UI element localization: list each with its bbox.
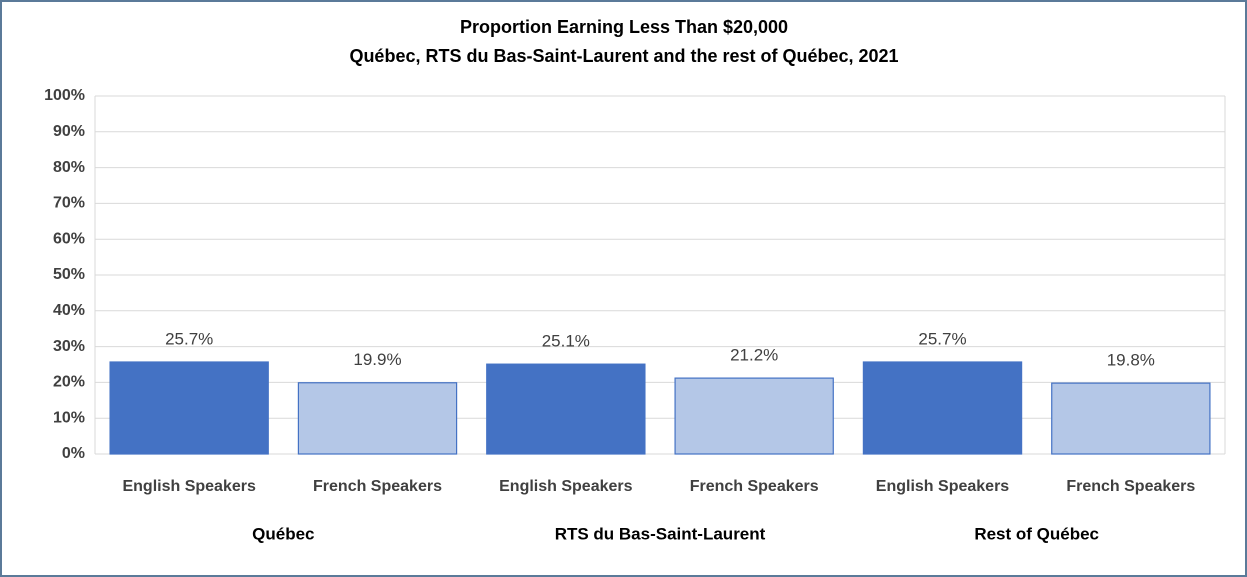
bar xyxy=(1051,382,1211,455)
group-label: Québec xyxy=(252,524,314,543)
group-label: Rest of Québec xyxy=(974,524,1099,543)
y-tick-label: 30% xyxy=(53,338,85,355)
chart-subtitle: Québec, RTS du Bas-Saint-Laurent and the… xyxy=(349,46,898,66)
bar xyxy=(862,361,1023,455)
bar xyxy=(297,382,458,455)
y-tick-label: 20% xyxy=(53,374,85,391)
x-tick-label: English Speakers xyxy=(499,478,632,495)
data-label: 25.1% xyxy=(542,332,590,351)
y-tick-label: 10% xyxy=(53,409,85,426)
y-tick-label: 40% xyxy=(53,302,85,319)
y-tick-label: 50% xyxy=(53,266,85,283)
y-tick-label: 70% xyxy=(53,195,85,212)
x-tick-label: English Speakers xyxy=(876,478,1009,495)
y-tick-label: 100% xyxy=(44,87,85,104)
bar xyxy=(109,361,269,455)
data-label: 25.7% xyxy=(918,329,966,348)
group-label: RTS du Bas-Saint-Laurent xyxy=(555,524,766,543)
data-label: 19.9% xyxy=(353,350,401,369)
x-tick-label: French Speakers xyxy=(690,478,819,495)
x-tick-label: English Speakers xyxy=(122,478,255,495)
y-tick-label: 80% xyxy=(53,159,85,176)
data-label: 19.8% xyxy=(1107,351,1155,370)
bar xyxy=(674,377,834,455)
chart-title: Proportion Earning Less Than $20,000 xyxy=(460,17,788,37)
x-tick-label: French Speakers xyxy=(313,478,442,495)
y-tick-label: 0% xyxy=(62,445,85,462)
data-label: 21.2% xyxy=(730,346,778,365)
y-tick-label: 90% xyxy=(53,123,85,140)
bar xyxy=(486,363,646,455)
x-tick-label: French Speakers xyxy=(1066,478,1195,495)
y-tick-label: 60% xyxy=(53,230,85,247)
data-label: 25.7% xyxy=(165,329,213,348)
